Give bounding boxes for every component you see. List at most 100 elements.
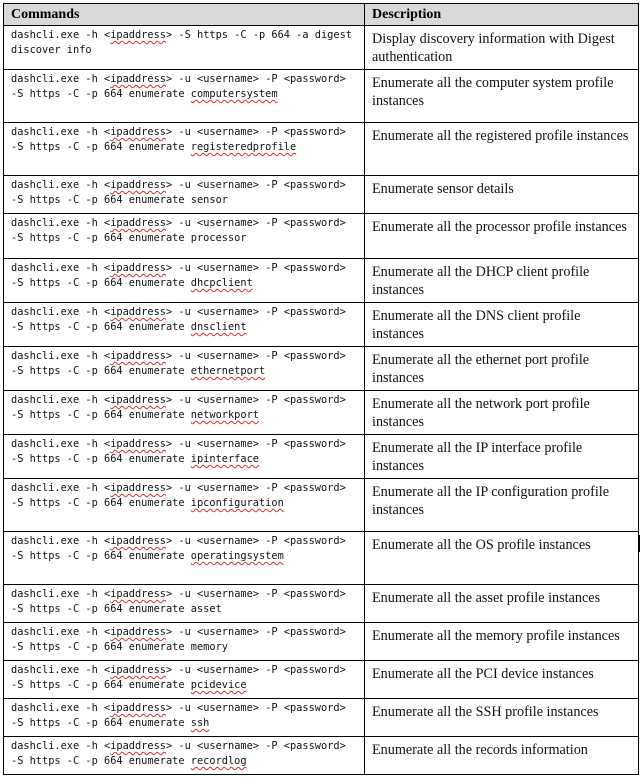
command-prefix: dashcli.exe -h <	[11, 664, 111, 676]
command-body: > -u <username> -P <password> -S https -…	[11, 217, 346, 244]
description-cell: Enumerate sensor details	[364, 175, 639, 214]
table-row: dashcli.exe -h <ipaddress> -u <username>…	[3, 390, 639, 435]
command-target: ipinterface	[190, 452, 259, 465]
command-cell: dashcli.exe -h <ipaddress> -u <username>…	[3, 213, 365, 259]
description-cell: Enumerate all the OS profile instances	[364, 531, 639, 585]
command-ipaddress: ipaddress	[110, 126, 166, 138]
description-cell: Enumerate all the IP configuration profi…	[364, 478, 639, 532]
command-prefix: dashcli.exe -h <	[11, 482, 111, 494]
command-prefix: dashcli.exe -h <	[11, 350, 111, 362]
command-ipaddress: ipaddress	[110, 350, 166, 362]
table-row: dashcli.exe -h <ipaddress> -u <username>…	[3, 660, 639, 699]
command-target: dhcpclient	[190, 276, 253, 289]
table-row: dashcli.exe -h <ipaddress> -u <username>…	[3, 69, 639, 123]
command-body: > -u <username> -P <password> -S https -…	[11, 262, 346, 289]
command-cell: dashcli.exe -h <ipaddress> -u <username>…	[3, 660, 365, 699]
command-body: > -u <username> -P <password> -S https -…	[11, 306, 346, 333]
command-ipaddress: ipaddress	[110, 394, 166, 406]
command-target: ipconfiguration	[190, 496, 284, 509]
command-body: > -u <username> -P <password> -S https -…	[11, 740, 346, 767]
command-cell: dashcli.exe -h <ipaddress> -u <username>…	[3, 584, 365, 623]
command-prefix: dashcli.exe -h <	[11, 262, 111, 274]
command-ipaddress: ipaddress	[110, 262, 166, 274]
command-cell: dashcli.exe -h <ipaddress> -u <username>…	[3, 175, 365, 214]
description-cell: Enumerate all the ethernet port profile …	[364, 346, 639, 391]
description-cell: Enumerate all the network port profile i…	[364, 390, 639, 435]
command-prefix: dashcli.exe -h <	[11, 702, 111, 714]
description-cell: Enumerate all the records information	[364, 736, 639, 775]
command-ipaddress: ipaddress	[110, 535, 166, 547]
command-target: ethernetport	[190, 364, 266, 377]
command-prefix: dashcli.exe -h <	[11, 179, 111, 191]
command-prefix: dashcli.exe -h <	[11, 740, 111, 752]
table-row: dashcli.exe -h <ipaddress> -u <username>…	[3, 213, 639, 259]
command-prefix: dashcli.exe -h <	[11, 438, 111, 450]
command-ipaddress: ipaddress	[110, 179, 166, 191]
command-target: recordlog	[190, 754, 247, 767]
command-cell: dashcli.exe -h <ipaddress> -u <username>…	[3, 69, 365, 123]
command-cell: dashcli.exe -h <ipaddress> -u <username>…	[3, 302, 365, 347]
table-row: dashcli.exe -h <ipaddress> -u <username>…	[3, 622, 639, 661]
description-cell: Enumerate all the IP interface profile i…	[364, 434, 639, 479]
header-row: Commands Description	[3, 3, 639, 26]
description-cell: Enumerate all the asset profile instance…	[364, 584, 639, 623]
table-row: dashcli.exe -h <ipaddress> -u <username>…	[3, 434, 639, 479]
command-target: networkport	[190, 408, 259, 421]
description-cell: Display discovery information with Diges…	[364, 25, 639, 70]
command-ipaddress: ipaddress	[110, 482, 166, 494]
description-cell: Enumerate all the processor profile inst…	[364, 213, 639, 259]
command-target: ssh	[190, 716, 210, 729]
description-cell: Enumerate all the PCI device instances	[364, 660, 639, 699]
command-target: operatingsystem	[190, 549, 284, 562]
command-body: > -u <username> -P <password> -S https -…	[11, 73, 346, 100]
command-cell: dashcli.exe -h <ipaddress> -u <username>…	[3, 531, 365, 585]
command-body: > -u <username> -P <password> -S https -…	[11, 664, 346, 691]
description-cell: Enumerate all the registered profile ins…	[364, 122, 639, 176]
table-row: dashcli.exe -h <ipaddress> -u <username>…	[3, 584, 639, 623]
table-row: dashcli.exe -h <ipaddress> -u <username>…	[3, 698, 639, 737]
command-body: > -u <username> -P <password> -S https -…	[11, 126, 346, 153]
table-row: dashcli.exe -h <ipaddress> -u <username>…	[3, 175, 639, 214]
command-ipaddress: ipaddress	[110, 217, 166, 229]
command-body: > -u <username> -P <password> -S https -…	[11, 438, 346, 465]
command-body: > -u <username> -P <password> -S https -…	[11, 350, 346, 377]
command-cell: dashcli.exe -h <ipaddress> -u <username>…	[3, 622, 365, 661]
command-prefix: dashcli.exe -h <	[11, 306, 111, 318]
command-target: registeredprofile	[190, 140, 297, 153]
table-row: dashcli.exe -h <ipaddress> -u <username>…	[3, 302, 639, 347]
table-row: dashcli.exe -h <ipaddress> -u <username>…	[3, 122, 639, 176]
description-cell: Enumerate all the DHCP client profile in…	[364, 258, 639, 303]
command-target: pcidevice	[190, 678, 247, 691]
command-prefix: dashcli.exe -h <	[11, 535, 111, 547]
description-cell: Enumerate all the computer system profil…	[364, 69, 639, 123]
command-body: > -u <username> -P <password> -S https -…	[11, 626, 346, 653]
command-ipaddress: ipaddress	[110, 73, 166, 85]
command-prefix: dashcli.exe -h <	[11, 217, 111, 229]
commands-header: Commands	[3, 3, 365, 26]
command-cell: dashcli.exe -h <ipaddress> -u <username>…	[3, 736, 365, 775]
table-row: dashcli.exe -h <ipaddress> -u <username>…	[3, 736, 639, 775]
command-ipaddress: ipaddress	[110, 438, 166, 450]
command-body: > -u <username> -P <password> -S https -…	[11, 702, 346, 729]
description-cell: Enumerate all the memory profile instanc…	[364, 622, 639, 661]
command-body: > -u <username> -P <password> -S https -…	[11, 482, 346, 509]
command-prefix: dashcli.exe -h <	[11, 588, 111, 600]
command-cell: dashcli.exe -h <ipaddress> -u <username>…	[3, 346, 365, 391]
command-ipaddress: ipaddress	[110, 29, 166, 41]
command-body: > -u <username> -P <password> -S https -…	[11, 588, 346, 615]
table-row: dashcli.exe -h <ipaddress> -u <username>…	[3, 258, 639, 303]
command-prefix: dashcli.exe -h <	[11, 29, 111, 41]
table-row: dashcli.exe -h <ipaddress> -S https -C -…	[3, 25, 639, 70]
command-cell: dashcli.exe -h <ipaddress> -u <username>…	[3, 434, 365, 479]
command-cell: dashcli.exe -h <ipaddress> -u <username>…	[3, 258, 365, 303]
command-cell: dashcli.exe -h <ipaddress> -u <username>…	[3, 390, 365, 435]
command-cell: dashcli.exe -h <ipaddress> -u <username>…	[3, 698, 365, 737]
commands-table: Commands Description dashcli.exe -h <ipa…	[3, 3, 639, 775]
command-prefix: dashcli.exe -h <	[11, 126, 111, 138]
command-ipaddress: ipaddress	[110, 588, 166, 600]
command-cell: dashcli.exe -h <ipaddress> -u <username>…	[3, 478, 365, 532]
command-ipaddress: ipaddress	[110, 306, 166, 318]
description-header: Description	[364, 3, 639, 26]
text-cursor	[639, 535, 640, 552]
command-target: dnsclient	[190, 320, 247, 333]
